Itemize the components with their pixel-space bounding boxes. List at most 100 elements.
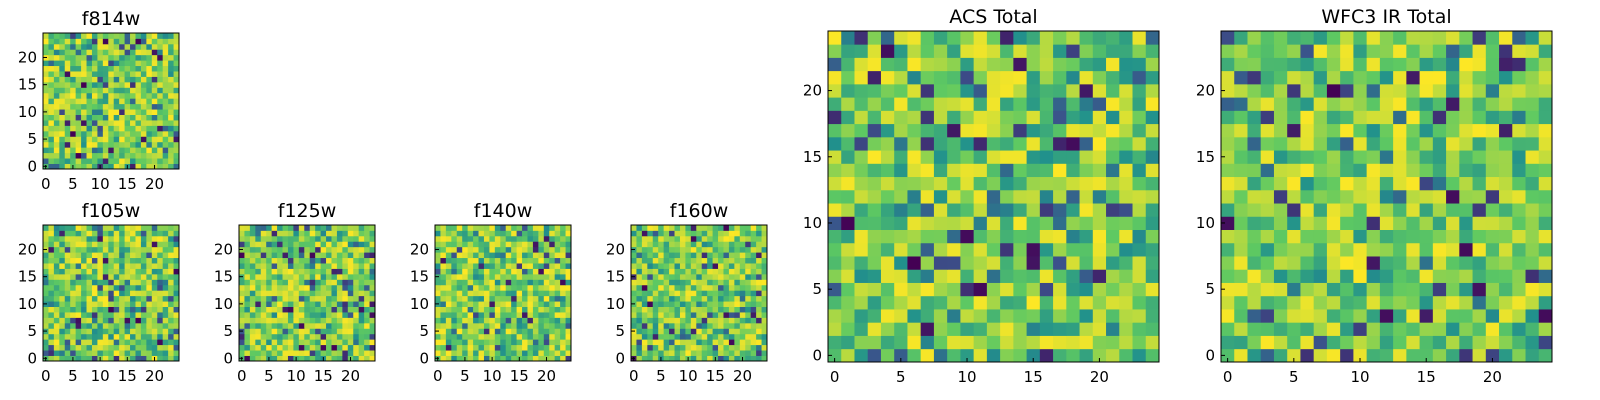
heatmap-cell xyxy=(260,312,267,318)
heatmap-cell xyxy=(75,241,82,248)
heatmap-cell xyxy=(1499,176,1513,191)
heatmap-cell xyxy=(532,230,539,237)
heatmap-cell xyxy=(135,120,142,126)
heatmap-cell xyxy=(1247,83,1262,98)
heatmap-cell xyxy=(162,317,169,324)
heatmap-cell xyxy=(841,176,855,191)
heatmap-cell xyxy=(527,290,534,297)
x-tick-label: 10 xyxy=(287,367,306,385)
heatmap-cell xyxy=(451,225,458,231)
heatmap-cell xyxy=(456,317,463,324)
heatmap-cell xyxy=(75,246,82,253)
heatmap-cell xyxy=(59,339,66,346)
heatmap-cell xyxy=(108,76,115,83)
heatmap-cell xyxy=(1053,136,1067,151)
heatmap-cell xyxy=(1132,136,1147,151)
heatmap-cell xyxy=(75,273,82,280)
heatmap-cell xyxy=(358,350,365,356)
heatmap-cell xyxy=(636,312,643,318)
heatmap-cell xyxy=(326,225,332,231)
heatmap-cell xyxy=(97,60,104,67)
heatmap-cell xyxy=(467,328,474,335)
heatmap-cell xyxy=(146,38,153,45)
heatmap-cell xyxy=(358,284,365,291)
heatmap-cell xyxy=(75,225,82,231)
y-tick-label: 5 xyxy=(223,322,233,340)
heatmap-cell xyxy=(168,43,174,50)
heatmap-cell xyxy=(1340,216,1354,230)
heatmap-cell xyxy=(854,163,869,178)
heatmap-cell xyxy=(81,71,87,77)
heatmap-cell xyxy=(658,246,665,253)
heatmap-cell xyxy=(113,87,120,94)
heatmap-cell xyxy=(43,92,49,99)
heatmap-cell xyxy=(135,163,142,170)
heatmap-cell xyxy=(532,257,539,264)
heatmap-cell xyxy=(81,344,87,351)
heatmap-cell xyxy=(298,322,305,329)
heatmap-cell xyxy=(157,284,164,291)
heatmap-cell xyxy=(658,344,665,351)
heatmap-cell xyxy=(342,301,349,307)
heatmap-cell xyxy=(467,295,474,302)
heatmap-cell xyxy=(1313,295,1328,310)
heatmap-cell xyxy=(538,312,545,318)
heatmap-cell xyxy=(1326,44,1341,58)
heatmap-cell xyxy=(500,241,507,248)
heatmap-cell xyxy=(140,71,147,77)
y-tick-label: 10 xyxy=(1196,214,1215,232)
heatmap-cell xyxy=(467,355,474,362)
heatmap-cell xyxy=(1313,216,1328,230)
heatmap-cell xyxy=(331,284,338,291)
heatmap-cell xyxy=(113,114,120,121)
heatmap-cell xyxy=(1221,123,1235,138)
heatmap-cell xyxy=(113,141,120,148)
heatmap-cell xyxy=(1459,242,1473,257)
heatmap-cell xyxy=(342,328,349,335)
heatmap-cell xyxy=(1221,282,1235,297)
heatmap-cell xyxy=(140,312,147,318)
heatmap-cell xyxy=(287,257,294,264)
heatmap-cell xyxy=(516,257,523,264)
heatmap-cell xyxy=(707,317,713,324)
heatmap-cell xyxy=(505,284,512,291)
heatmap-cell xyxy=(59,301,66,307)
heatmap-cell xyxy=(293,284,300,291)
heatmap-cell xyxy=(690,279,697,286)
heatmap-cell xyxy=(1525,176,1540,191)
heatmap-cell xyxy=(70,322,77,329)
heatmap-cell xyxy=(1538,31,1553,45)
heatmap-cell xyxy=(920,150,935,164)
heatmap-cell xyxy=(854,189,869,204)
heatmap-cell xyxy=(113,284,120,291)
heatmap-cell xyxy=(75,43,82,50)
heatmap-cell xyxy=(685,268,692,275)
heatmap-cell xyxy=(1393,348,1407,363)
heatmap-cell xyxy=(828,44,842,58)
heatmap-cell xyxy=(320,246,327,253)
y-tick-label: 5 xyxy=(419,322,429,340)
heatmap-cell xyxy=(718,322,724,329)
heatmap-cell xyxy=(1379,309,1394,323)
heatmap-cell xyxy=(140,263,147,269)
heatmap-cell xyxy=(53,225,60,231)
heatmap-cell xyxy=(462,306,469,313)
heatmap-cell xyxy=(1026,57,1041,72)
heatmap-cell xyxy=(266,290,273,297)
heatmap-cell xyxy=(81,306,87,313)
heatmap-cell xyxy=(505,328,512,335)
heatmap-cell xyxy=(1273,216,1288,230)
heatmap-cell xyxy=(494,230,501,237)
heatmap-cell xyxy=(81,273,87,280)
heatmap-cell xyxy=(244,328,251,335)
heatmap-cell xyxy=(59,328,66,335)
heatmap-cell xyxy=(1340,189,1354,204)
heatmap-cell xyxy=(369,339,376,346)
heatmap-cell xyxy=(828,348,842,363)
heatmap-cell xyxy=(478,306,485,313)
heatmap-cell xyxy=(146,136,153,143)
heatmap-cell xyxy=(157,317,164,324)
heatmap-cell xyxy=(97,290,104,297)
heatmap-cell xyxy=(168,328,174,335)
heatmap-cell xyxy=(516,263,523,269)
